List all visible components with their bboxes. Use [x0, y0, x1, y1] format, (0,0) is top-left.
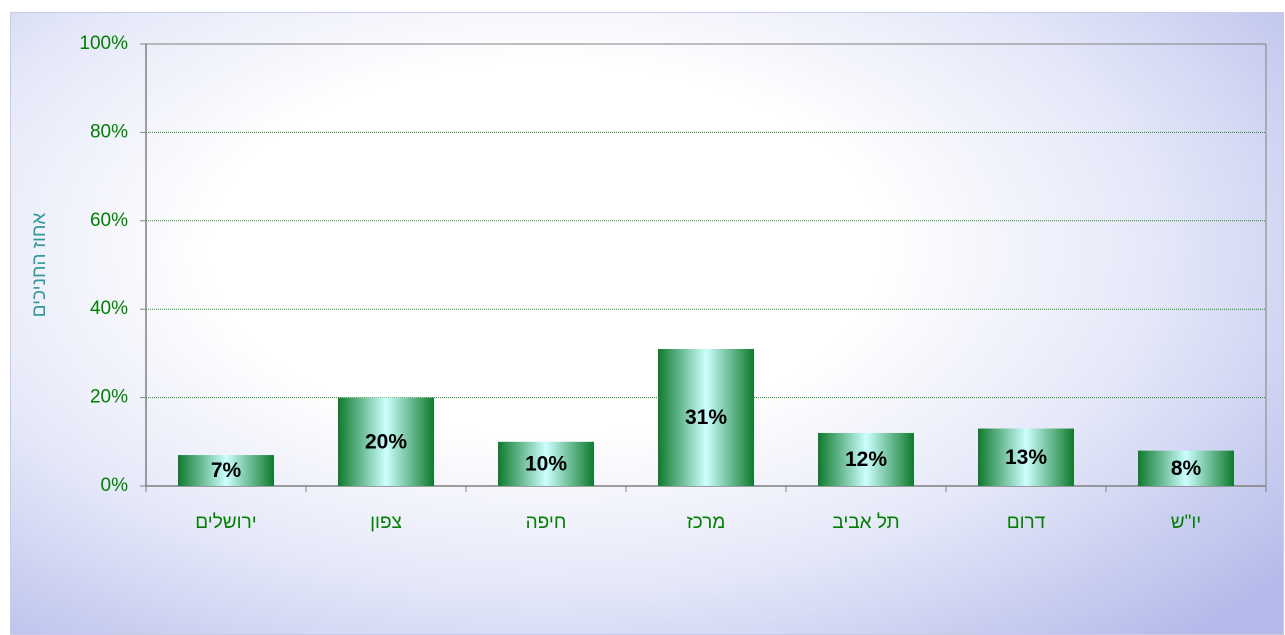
- data-label: 10%: [525, 452, 567, 475]
- bar: [498, 441, 594, 486]
- chart-background: [10, 12, 1284, 635]
- data-label: 8%: [1171, 457, 1202, 480]
- y-axis-label: אחוז החניכים: [29, 213, 50, 318]
- data-label: 12%: [845, 448, 887, 471]
- bar: [658, 348, 754, 486]
- x-tick-label: מרכז: [687, 512, 726, 533]
- bar: [338, 397, 434, 486]
- y-tick-label: 40%: [90, 298, 128, 319]
- y-tick-label: 20%: [90, 387, 128, 408]
- bar: [818, 432, 914, 486]
- y-tick-label: 0%: [101, 475, 129, 496]
- x-tick-label: חיפה: [526, 512, 567, 533]
- y-tick-label: 100%: [79, 33, 128, 54]
- y-tick-label: 60%: [90, 210, 128, 231]
- x-tick-label: צפון: [370, 512, 402, 533]
- data-label: 13%: [1005, 446, 1047, 469]
- data-label: 20%: [365, 430, 407, 453]
- data-label: 31%: [685, 406, 727, 429]
- x-tick-label: תל אביב: [832, 512, 899, 533]
- x-tick-label: יו"ש: [1171, 512, 1202, 533]
- x-tick-label: דרום: [1007, 512, 1046, 533]
- bar: [1138, 450, 1234, 486]
- bar: [978, 428, 1074, 486]
- bar: [178, 455, 274, 486]
- y-tick-label: 80%: [90, 121, 128, 142]
- data-label: 7%: [211, 459, 242, 482]
- x-tick-label: ירושלים: [195, 512, 256, 533]
